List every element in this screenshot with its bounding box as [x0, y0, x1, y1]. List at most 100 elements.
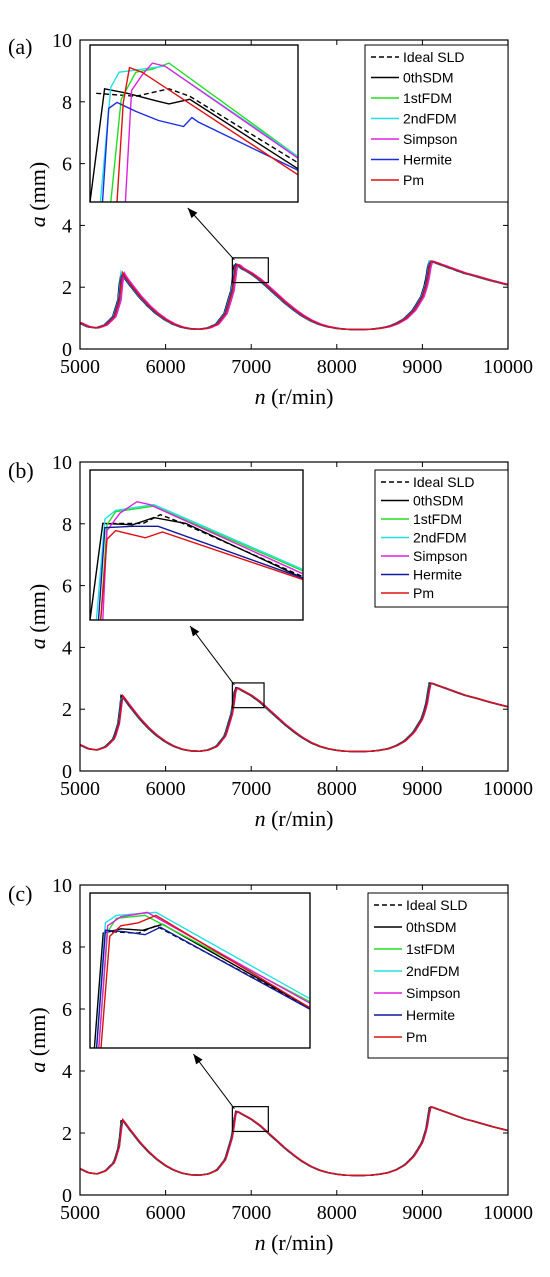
- x-tick-label: 7000: [231, 356, 271, 378]
- legend-entry: 0thSDM: [413, 493, 464, 509]
- zoom-arrow-line: [187, 207, 235, 261]
- x-tick-label: 7000: [231, 1202, 271, 1224]
- series-line-hermite: [79, 682, 509, 753]
- series-line-ideal-sld: [79, 682, 509, 753]
- x-axis-label: n (r/min): [255, 1230, 334, 1255]
- x-tick-label: 8000: [317, 1202, 357, 1224]
- zoom-arrow-line: [192, 1053, 235, 1109]
- y-tick-label: 10: [52, 875, 72, 897]
- legend-entry: Ideal SLD: [406, 897, 467, 913]
- x-tick-label: 5000: [60, 778, 100, 800]
- panel-label: (c): [8, 881, 32, 906]
- x-tick-label: 8000: [317, 778, 357, 800]
- x-axis-variable: n: [255, 806, 266, 831]
- legend-entry: 2ndFDM: [403, 111, 457, 127]
- series-line-pm: [79, 260, 509, 331]
- x-axis-unit: (r/min): [266, 1230, 334, 1255]
- legend-entry: 0thSDM: [406, 919, 457, 935]
- y-tick-label: 6: [62, 576, 72, 598]
- legend-entry: Hermite: [406, 1007, 455, 1023]
- inset-line-2ndfdm: [95, 503, 304, 621]
- zoom-arrow-line: [189, 625, 235, 686]
- panel-label: (a): [8, 34, 32, 59]
- inset-frame: [89, 469, 304, 621]
- series-line-0thsdm: [79, 260, 508, 331]
- y-axis-variable: a: [25, 216, 50, 227]
- zoom-region-box: [231, 257, 269, 284]
- y-tick-label: 2: [62, 699, 72, 721]
- y-axis-variable: a: [25, 638, 50, 649]
- y-tick-label: 8: [62, 514, 72, 536]
- inset-frame: [89, 892, 311, 1049]
- series-line-1stfdm: [79, 260, 509, 331]
- y-axis-unit: (mm): [25, 1007, 50, 1061]
- zoom-region-box: [231, 1106, 269, 1133]
- inset-line-0thsdm: [89, 516, 304, 621]
- legend-entry: 2ndFDM: [406, 963, 460, 979]
- x-tick-label: 6000: [146, 778, 186, 800]
- inset-frame-outline: [89, 44, 299, 203]
- series-line-2ndfdm: [79, 260, 509, 331]
- legend-entry: 1stFDM: [403, 90, 452, 106]
- zoom-arrow-head: [193, 1054, 203, 1065]
- series-line-2ndfdm: [79, 682, 509, 753]
- chart-panel-2: (b) 5000 6000 7000 8000 9000 10000 0 2 4 6 8 10 n (r/…: [8, 452, 533, 831]
- legend-box: [374, 469, 509, 608]
- y-tick-label: 4: [62, 637, 72, 659]
- y-tick-label: 0: [62, 339, 72, 361]
- series-line-ideal-sld: [79, 1106, 509, 1177]
- inset-line-hermite: [101, 101, 299, 203]
- legend-box: [367, 892, 509, 1059]
- y-axis-variable: a: [25, 1062, 50, 1073]
- x-tick-label: 10000: [483, 1202, 533, 1224]
- y-tick-label: 6: [62, 999, 72, 1021]
- y-tick-label: 8: [62, 92, 72, 114]
- inset-frame-outline: [89, 469, 304, 621]
- y-tick-label: 0: [62, 761, 72, 783]
- series-line-simpson: [80, 260, 509, 331]
- legend-entry: Ideal SLD: [413, 474, 474, 490]
- legend-entry: Ideal SLD: [403, 49, 464, 65]
- series-line-pm: [79, 1105, 509, 1177]
- chart-panel-3: (c) 5000 6000 7000 8000 9000 10000 0 2 4 6 8 10 n (r/…: [8, 875, 533, 1255]
- x-tick-label: 7000: [231, 778, 271, 800]
- y-tick-label: 4: [62, 1061, 72, 1083]
- legend-box: [364, 44, 509, 203]
- legend-entry: Pm: [406, 1029, 427, 1045]
- x-tick-label: 9000: [402, 778, 442, 800]
- x-tick-label: 5000: [60, 356, 100, 378]
- zoom-region-box: [231, 682, 265, 709]
- y-axis-unit: (mm): [25, 584, 50, 638]
- x-tick-label: 6000: [146, 1202, 186, 1224]
- y-tick-label: 10: [52, 30, 72, 52]
- series-line-1stfdm: [79, 682, 509, 753]
- inset-line-pm: [100, 529, 304, 621]
- legend-entry: Pm: [413, 585, 434, 601]
- series-line-ideal-sld: [79, 260, 509, 331]
- inset-line-pm: [100, 914, 311, 1049]
- legend-entry: Hermite: [413, 567, 462, 583]
- y-tick-label: 0: [62, 1185, 72, 1207]
- legend-entry: Hermite: [403, 152, 452, 168]
- legend-entry: 1stFDM: [406, 941, 455, 957]
- x-tick-label: 10000: [483, 356, 533, 378]
- x-axis-unit: (r/min): [266, 806, 334, 831]
- zoom-arrow-head: [187, 208, 198, 219]
- x-tick-label: 10000: [483, 778, 533, 800]
- x-axis-variable: n: [255, 384, 266, 409]
- panel-label: (b): [8, 458, 34, 483]
- inset-line-pm: [116, 66, 299, 203]
- y-tick-label: 8: [62, 937, 72, 959]
- zoom-arrow-head: [190, 626, 200, 637]
- chart-panel-1: (a) 5000 6000 7000 8000 9000 10000 0 2 4 6 8 10 n (r/…: [8, 30, 533, 409]
- x-axis-variable: n: [255, 1230, 266, 1255]
- series-line-simpson: [79, 1105, 509, 1177]
- y-axis-unit: (mm): [25, 162, 50, 216]
- series-line-0thsdm: [79, 1106, 509, 1177]
- inset-line-0thsdm: [89, 87, 299, 203]
- x-axis-unit: (r/min): [266, 384, 334, 409]
- y-tick-label: 2: [62, 1123, 72, 1145]
- legend-entry: 0thSDM: [403, 70, 454, 86]
- legend-entry: 1stFDM: [413, 511, 462, 527]
